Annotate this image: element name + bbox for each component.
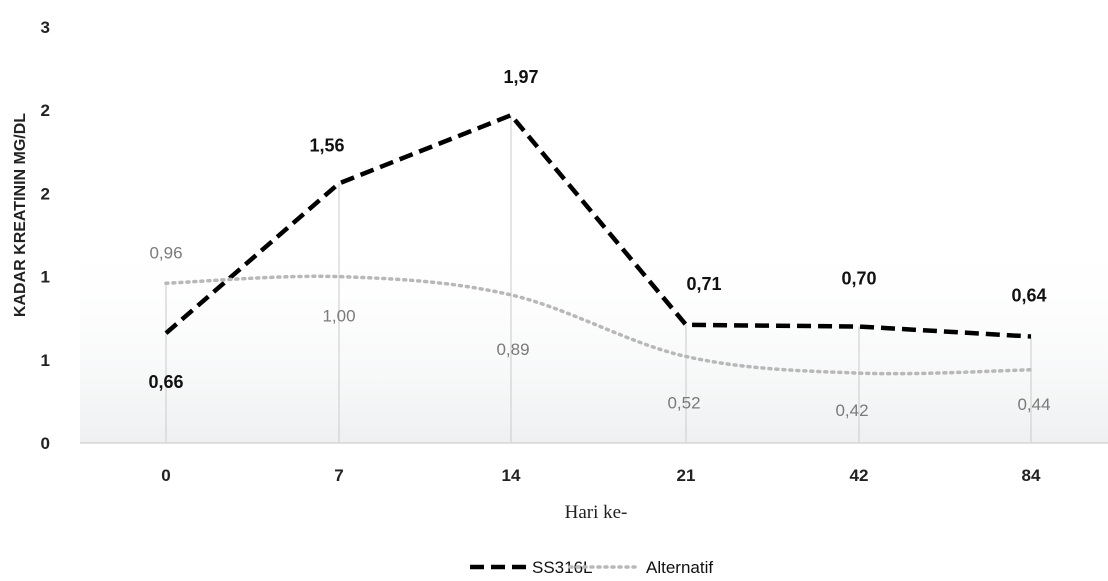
data-label-alternatif: 0,42 xyxy=(835,401,868,420)
data-label-alternatif: 0,44 xyxy=(1017,395,1050,414)
x-axis-ticks: 0 7 14 21 42 84 xyxy=(161,466,1041,485)
y-tick-label: 1 xyxy=(41,351,50,370)
y-axis-title: KADAR KREATININ MG/DL xyxy=(12,113,29,317)
data-point-alternatif xyxy=(686,356,687,357)
data-point-alternatif xyxy=(511,294,512,295)
data-label-alternatif: 0,96 xyxy=(149,243,182,262)
x-tick-label: 0 xyxy=(161,466,170,485)
y-axis-ticks: 0 1 1 2 2 3 xyxy=(41,18,50,453)
data-label-ss316l: 1,56 xyxy=(309,135,344,155)
y-tick-label: 2 xyxy=(41,101,50,120)
data-point-ss316l xyxy=(511,115,512,116)
x-tick-label: 42 xyxy=(850,466,869,485)
data-label-alternatif: 1,00 xyxy=(322,307,355,326)
series-line-alternatif xyxy=(164,274,1033,376)
x-tick-label: 84 xyxy=(1022,466,1041,485)
legend-label-ss316l: SS316L xyxy=(532,558,593,577)
series-lines xyxy=(164,112,1033,376)
data-label-ss316l: 0,70 xyxy=(841,269,876,289)
data-point-ss316l xyxy=(339,183,340,184)
y-tick-label: 0 xyxy=(41,434,50,453)
y-tick-label: 2 xyxy=(41,184,50,203)
label-leader-lines xyxy=(165,115,1032,443)
data-point-alternatif xyxy=(166,283,167,284)
data-label-ss316l: 1,97 xyxy=(503,67,538,87)
data-point-alternatif xyxy=(1031,369,1032,370)
y-tick-label: 3 xyxy=(41,18,50,37)
data-point-ss316l xyxy=(859,326,860,327)
legend-label-alternatif: Alternatif xyxy=(646,558,713,577)
data-point-ss316l xyxy=(686,324,687,325)
data-point-alternatif xyxy=(339,276,340,277)
data-label-alternatif: 0,52 xyxy=(667,393,700,412)
series-line-ss316l xyxy=(164,112,1032,339)
x-tick-label: 7 xyxy=(334,466,343,485)
data-label-alternatif: 0,89 xyxy=(496,340,529,359)
data-point-alternatif xyxy=(859,373,860,374)
legend: SS316L Alternatif xyxy=(470,558,713,577)
data-labels: 0,66 1,56 1,97 0,71 0,70 0,64 0,96 1,00 0,89 0,52… xyxy=(148,67,1050,420)
x-tick-label: 21 xyxy=(677,466,696,485)
plot-background xyxy=(80,230,1108,443)
data-label-ss316l: 0,71 xyxy=(686,274,721,294)
data-label-ss316l: 0,66 xyxy=(148,372,183,392)
x-tick-label: 14 xyxy=(502,466,521,485)
data-label-ss316l: 0,64 xyxy=(1011,286,1046,306)
x-axis-title: Hari ke- xyxy=(565,502,628,523)
data-point-ss316l xyxy=(1031,336,1032,337)
data-point-ss316l xyxy=(166,333,167,334)
y-tick-label: 1 xyxy=(41,268,50,287)
